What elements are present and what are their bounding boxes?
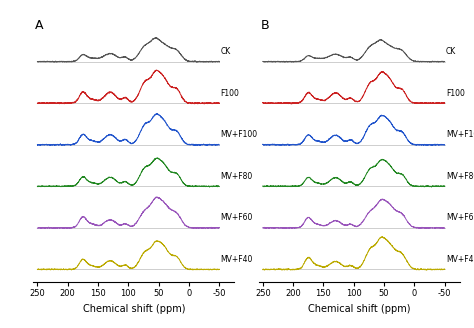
Text: MV+F100: MV+F100 — [446, 130, 474, 139]
Text: MV+F80: MV+F80 — [446, 172, 474, 181]
Text: MV+F40: MV+F40 — [220, 255, 253, 264]
Text: B: B — [261, 19, 269, 32]
Text: MV+F100: MV+F100 — [220, 130, 257, 139]
Text: A: A — [35, 19, 44, 32]
Text: MV+F60: MV+F60 — [220, 213, 253, 222]
Text: MV+F40: MV+F40 — [446, 255, 474, 264]
Text: MV+F60: MV+F60 — [446, 213, 474, 222]
Text: F100: F100 — [220, 89, 239, 97]
X-axis label: Chemical shift (ppm): Chemical shift (ppm) — [82, 304, 185, 314]
Text: CK: CK — [220, 47, 231, 56]
Text: F100: F100 — [446, 89, 465, 97]
X-axis label: Chemical shift (ppm): Chemical shift (ppm) — [308, 304, 410, 314]
Text: MV+F80: MV+F80 — [220, 172, 253, 181]
Text: CK: CK — [446, 47, 456, 56]
